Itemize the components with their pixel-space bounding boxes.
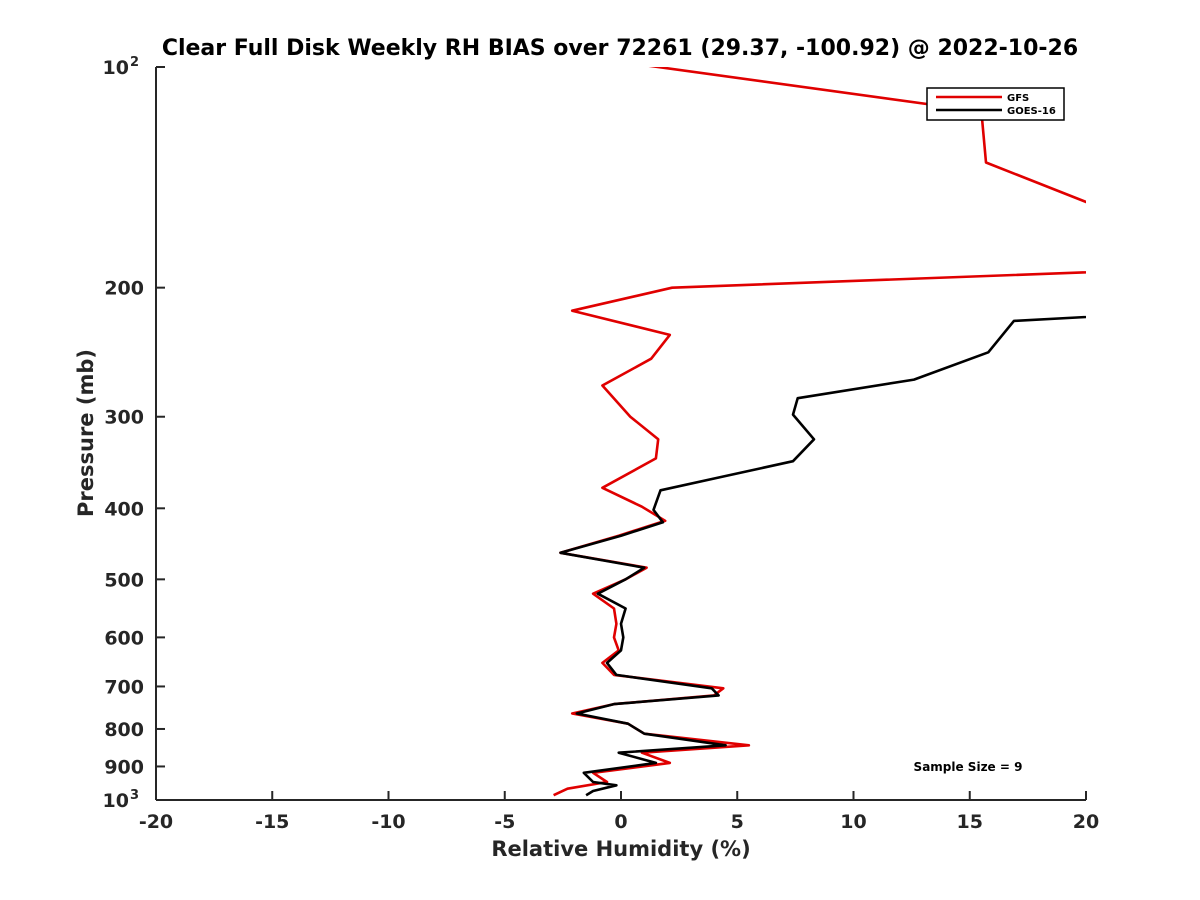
y-tick-label: 300 bbox=[104, 407, 144, 429]
y-tick-label: 800 bbox=[104, 719, 144, 741]
y-tick-label: 900 bbox=[104, 756, 144, 778]
x-tick-label: -10 bbox=[371, 811, 405, 833]
legend-label-goes16: GOES-16 bbox=[1007, 106, 1056, 117]
x-axis-label: Relative Humidity (%) bbox=[491, 837, 750, 861]
y-tick-label: 400 bbox=[104, 498, 144, 520]
x-tick-label: -20 bbox=[139, 811, 173, 833]
y-tick-label: 200 bbox=[104, 278, 144, 300]
y-tick-label: 600 bbox=[104, 627, 144, 649]
legend: GFS GOES-16 bbox=[926, 87, 1065, 121]
y-tick-label: 10 bbox=[103, 57, 129, 79]
x-tick-label: -5 bbox=[494, 811, 515, 833]
y-axis-label: Pressure (mb) bbox=[74, 349, 98, 517]
x-tick-label: 0 bbox=[614, 811, 627, 833]
x-tick-label: 10 bbox=[840, 811, 866, 833]
y-tick-exponent: 2 bbox=[130, 55, 139, 70]
x-tick-label: -15 bbox=[255, 811, 289, 833]
y-tick-label: 500 bbox=[104, 569, 144, 591]
x-tick-label: 5 bbox=[731, 811, 744, 833]
legend-label-gfs: GFS bbox=[1007, 93, 1029, 104]
plot-axes bbox=[155, 67, 1086, 801]
chart-title: Clear Full Disk Weekly RH BIAS over 7226… bbox=[162, 36, 1078, 61]
y-tick-exponent: 3 bbox=[130, 788, 139, 803]
x-tick-label: 15 bbox=[957, 811, 983, 833]
series-line-gfs bbox=[553, 67, 1086, 797]
y-tick-label: 10 bbox=[103, 790, 129, 812]
legend-box bbox=[926, 87, 1065, 121]
series-layer bbox=[553, 67, 1086, 797]
x-tick-label: 20 bbox=[1073, 811, 1099, 833]
y-tick-label: 700 bbox=[104, 676, 144, 698]
series-line-goes-16 bbox=[559, 315, 1086, 797]
x-ticks: -20 -15 -10 -5 0 5 10 15 20 bbox=[139, 791, 1099, 833]
sample-size-annotation: Sample Size = 9 bbox=[914, 760, 1023, 774]
